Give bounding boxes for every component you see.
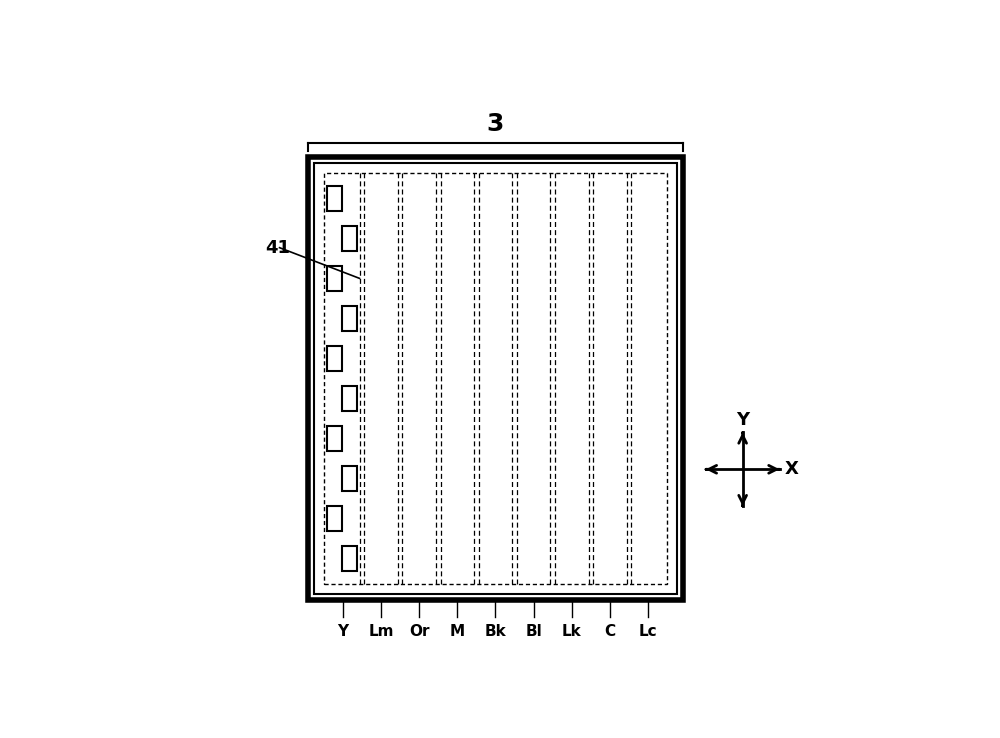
Text: X: X (785, 461, 799, 478)
Text: Lc: Lc (639, 624, 657, 639)
Bar (327, 345, 342, 371)
Text: Lm: Lm (368, 624, 394, 639)
Text: Bk: Bk (485, 624, 506, 639)
Bar (327, 185, 342, 211)
Bar (324, 173, 667, 584)
Bar (308, 156, 683, 600)
Text: 41: 41 (265, 238, 290, 257)
Text: M: M (450, 624, 465, 639)
Bar (327, 266, 342, 291)
Bar (342, 306, 357, 331)
Bar (342, 226, 357, 251)
Bar (314, 163, 677, 594)
Text: Y: Y (337, 624, 348, 639)
Bar (327, 426, 342, 451)
Text: C: C (604, 624, 615, 639)
Text: Lk: Lk (562, 624, 582, 639)
Bar (327, 506, 342, 531)
Bar (342, 466, 357, 492)
Text: Y: Y (736, 411, 749, 429)
Bar (342, 545, 357, 571)
Bar (342, 386, 357, 411)
Text: Bl: Bl (525, 624, 542, 639)
Text: 3: 3 (487, 111, 504, 136)
Text: Or: Or (409, 624, 429, 639)
